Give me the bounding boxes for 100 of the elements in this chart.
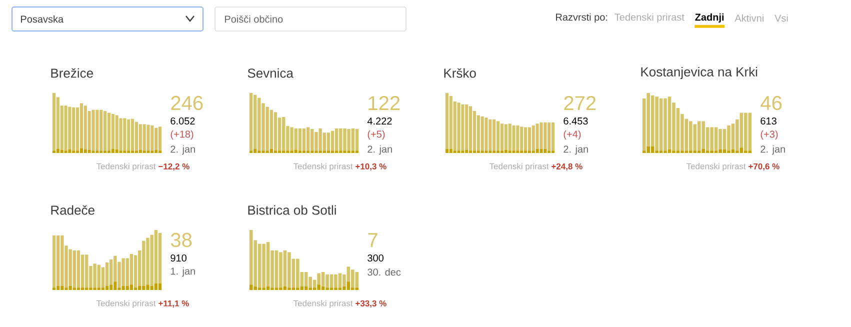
text: 246 — [171, 96, 203, 110]
bar — [258, 150, 261, 154]
bar — [310, 150, 314, 154]
text: 2. jan — [564, 145, 588, 155]
bar — [326, 288, 329, 290]
bar — [97, 264, 100, 288]
bar — [306, 150, 310, 154]
bar — [476, 150, 480, 154]
text: Tedenski prirast — [293, 300, 353, 308]
bar — [532, 150, 535, 154]
bar — [355, 150, 359, 154]
text: 2. jan — [760, 145, 785, 155]
chart-title: Sevnica — [248, 68, 294, 78]
bar — [461, 104, 464, 151]
bar — [105, 286, 109, 290]
bar — [492, 150, 496, 154]
bar — [326, 274, 329, 288]
bar — [748, 112, 752, 151]
text: 2. jan — [368, 145, 392, 155]
bar — [646, 146, 650, 154]
bar — [270, 288, 274, 290]
bar — [689, 121, 692, 151]
bar — [655, 96, 658, 151]
bar — [718, 149, 722, 154]
bar — [552, 122, 555, 151]
bar — [740, 148, 744, 154]
text: 300 — [368, 254, 384, 262]
bar — [52, 150, 56, 154]
bar — [465, 104, 468, 150]
bar — [469, 106, 472, 151]
bar — [731, 124, 735, 150]
bar — [484, 150, 488, 154]
bar — [68, 286, 72, 290]
text: 1. jan — [170, 267, 195, 277]
bar — [532, 125, 535, 151]
bar — [520, 150, 524, 154]
bar — [714, 127, 718, 151]
bar — [262, 288, 266, 290]
bar — [330, 150, 334, 154]
bar — [158, 233, 162, 284]
text: Razvrsti po: — [556, 13, 608, 23]
bar — [304, 286, 308, 290]
text: 4.222 — [367, 118, 392, 124]
bar — [282, 150, 286, 154]
bar — [158, 126, 162, 151]
bar — [56, 148, 60, 154]
bar — [330, 288, 334, 290]
bar — [339, 128, 342, 151]
bar — [126, 258, 129, 286]
bar — [154, 128, 158, 150]
text: (+3) — [760, 130, 778, 140]
bar — [146, 124, 150, 151]
bar — [318, 128, 322, 151]
bar — [134, 288, 138, 290]
text: (+5) — [368, 130, 385, 140]
bar — [469, 150, 472, 154]
bar — [274, 150, 278, 154]
bar — [659, 150, 663, 154]
bar — [84, 149, 87, 154]
bar — [150, 125, 154, 151]
bar — [351, 150, 354, 154]
bar — [92, 110, 95, 151]
bar — [249, 230, 253, 285]
bar — [150, 286, 154, 290]
bar — [146, 284, 150, 290]
bar — [310, 129, 314, 151]
bar — [52, 235, 56, 288]
bar — [727, 150, 730, 154]
text: (+18) — [170, 130, 194, 140]
bar — [317, 273, 320, 285]
bar — [664, 98, 667, 151]
bar — [93, 264, 96, 288]
bar — [321, 272, 325, 286]
bar — [294, 128, 298, 150]
bar — [249, 150, 253, 154]
bar — [488, 150, 492, 154]
bar — [80, 288, 84, 290]
bar — [650, 146, 654, 154]
bar — [122, 258, 125, 286]
bar — [72, 150, 76, 154]
bar — [744, 150, 748, 154]
bar — [266, 150, 269, 154]
bar — [249, 93, 253, 151]
text: 122 — [368, 96, 400, 110]
bar — [282, 117, 286, 151]
bar — [52, 93, 56, 151]
bar — [714, 150, 718, 154]
bar — [127, 150, 130, 154]
bar — [93, 288, 96, 290]
text: Vsi — [774, 14, 788, 22]
bar — [351, 128, 354, 151]
bar — [461, 150, 464, 154]
bar — [449, 96, 452, 149]
bar — [480, 150, 484, 154]
bar — [115, 149, 118, 154]
text: Tedenski prirast — [489, 163, 549, 171]
text: Tedenski prirast — [614, 13, 684, 23]
bar — [298, 128, 302, 151]
text: Tedenski prirast — [96, 163, 156, 171]
bar — [72, 288, 76, 290]
